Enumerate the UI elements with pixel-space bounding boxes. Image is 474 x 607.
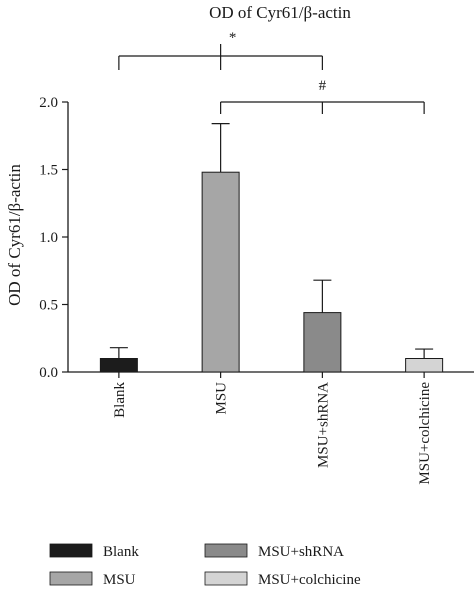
legend-swatch <box>49 543 93 558</box>
legend-swatch <box>204 543 248 558</box>
y-tick-label: 1.0 <box>39 230 58 246</box>
y-axis-label: OD of Cyr61/β-actin <box>5 164 24 306</box>
bar <box>99 358 138 373</box>
y-tick-label: 1.5 <box>39 163 58 179</box>
legend: Blank MSU MSU+shRNA MSU+colchicine <box>49 543 361 588</box>
bars <box>99 171 444 373</box>
y-tick-label: 0.0 <box>39 365 58 381</box>
legend-label: MSU+colchicine <box>258 572 361 588</box>
bar <box>303 312 342 373</box>
error-bars <box>109 122 434 359</box>
legend-swatch <box>204 571 248 586</box>
legend-label: MSU+shRNA <box>258 544 344 560</box>
legend-swatch <box>49 571 93 586</box>
x-tick-label: MSU <box>214 382 230 415</box>
bar <box>201 171 240 373</box>
y-tick-label: 0.5 <box>39 298 58 314</box>
legend-label: Blank <box>103 544 139 560</box>
axes: 0.0 0.5 1.0 1.5 2.0 Blank MSU MSU+shRNA MSU+colc… <box>39 95 474 485</box>
significance-marker: # <box>319 78 327 94</box>
legend-label: MSU <box>103 572 136 588</box>
x-tick-label: MSU+shRNA <box>315 382 331 468</box>
x-tick-label: MSU+colchicine <box>417 382 433 485</box>
significance-marker: * <box>229 30 237 46</box>
bar <box>405 358 444 373</box>
chart-title: OD of Cyr61/β-actin <box>209 3 351 22</box>
significance-brackets: *# <box>118 30 425 114</box>
y-tick-label: 2.0 <box>39 95 58 111</box>
x-tick-label: Blank <box>112 382 128 418</box>
